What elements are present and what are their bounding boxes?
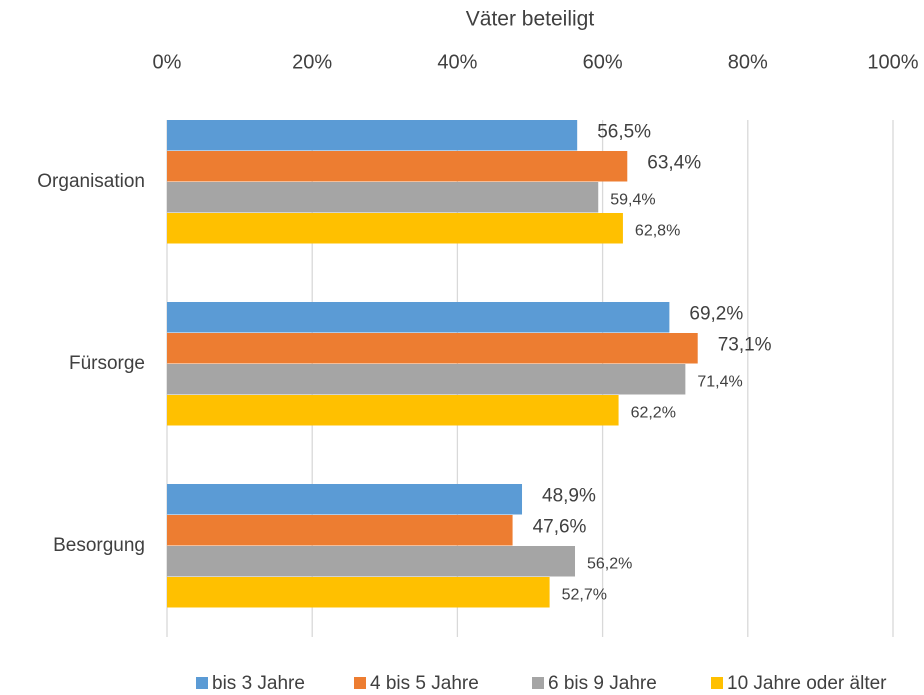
data-label: 59,4% [610,192,655,209]
data-label: 56,2% [587,556,632,573]
bar [167,151,628,182]
bar [167,484,523,515]
data-label: 56,5% [597,122,651,143]
y-tick-label: Besorgung [53,535,145,556]
data-label: 47,6% [533,517,587,538]
data-label: 71,4% [697,374,742,391]
bar [167,515,513,546]
bar [167,364,686,395]
legend-swatch [532,677,544,689]
data-label: 52,7% [562,587,607,604]
x-tick-label: 20% [292,51,332,73]
data-label: 48,9% [542,486,596,507]
data-label: 73,1% [718,335,772,356]
bar [167,395,619,426]
axis-title: Väter beteiligt [466,8,595,31]
bar [167,120,578,151]
legend-swatch [354,677,366,689]
data-label: 69,2% [689,304,743,325]
x-tick-label: 0% [153,51,182,73]
legend-label: 4 bis 5 Jahre [370,673,479,694]
data-label: 62,2% [631,405,676,422]
legend-label: 6 bis 9 Jahre [548,673,657,694]
data-label: 62,8% [635,223,680,240]
legend-swatch [196,677,208,689]
x-tick-label: 100% [867,51,918,73]
x-tick-label: 60% [583,51,623,73]
bar [167,302,670,333]
y-tick-label: Fürsorge [69,353,145,374]
bar [167,182,599,213]
x-tick-label: 40% [437,51,477,73]
y-tick-label: Organisation [37,171,145,192]
data-label: 63,4% [647,153,701,174]
bar [167,577,550,608]
legend-swatch [711,677,723,689]
legend-label: bis 3 Jahre [212,673,305,694]
legend-label: 10 Jahre oder älter [727,673,887,694]
bar [167,546,576,577]
bar [167,213,623,244]
x-tick-label: 80% [728,51,768,73]
bar [167,333,698,364]
